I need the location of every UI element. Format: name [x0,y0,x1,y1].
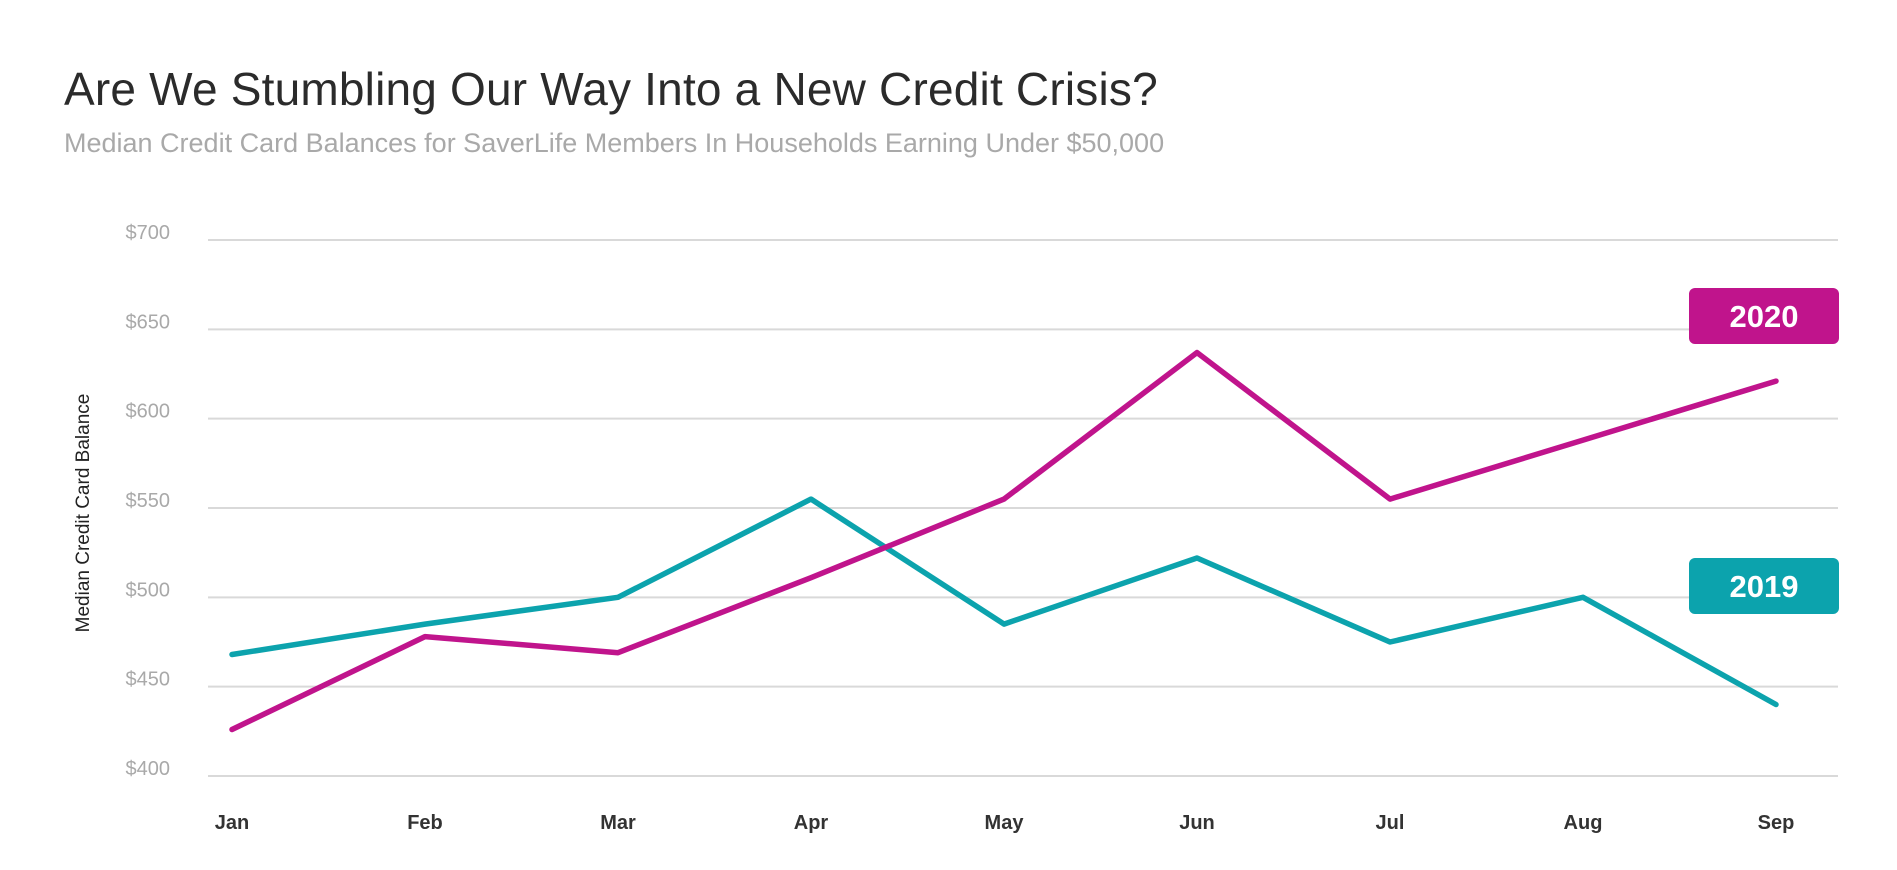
y-axis-title: Median Credit Card Balance [73,394,94,633]
x-tick-label: Aug [1564,812,1603,834]
x-tick-label: Feb [407,812,443,834]
y-tick-label: $600 [126,401,171,423]
series-line-2020 [229,349,1779,733]
x-tick-label: Apr [794,812,829,834]
chart-title: Are We Stumbling Our Way Into a New Cred… [64,63,1158,115]
legend: 2020 2019 [1689,288,1839,614]
legend-swatch-2019 [1689,558,1839,614]
x-axis-ticks: Jan Feb Mar Apr May Jun Jul Aug Sep [215,812,1795,834]
legend-label-2019: 2019 [1730,569,1799,604]
legend-swatch-2020 [1689,288,1839,344]
y-axis-ticks: $400 $450 $500 $550 $600 $650 $700 [126,222,171,780]
chart-subtitle: Median Credit Card Balances for SaverLif… [64,128,1165,158]
series-line-2019 [229,496,1779,708]
x-tick-label: Jul [1376,812,1405,834]
x-tick-label: Sep [1758,812,1795,834]
x-tick-label: Jan [215,812,249,834]
y-tick-label: $450 [126,669,171,691]
legend-label-2020: 2020 [1730,299,1799,334]
y-tick-label: $400 [126,758,171,780]
x-tick-label: May [985,812,1025,834]
series-lines [229,349,1779,733]
gridlines [208,239,1838,777]
x-tick-label: Mar [600,812,636,834]
x-tick-label: Jun [1179,812,1215,834]
y-tick-label: $500 [126,579,171,601]
y-tick-label: $700 [126,222,171,244]
y-tick-label: $550 [126,490,171,512]
y-tick-label: $650 [126,311,171,333]
